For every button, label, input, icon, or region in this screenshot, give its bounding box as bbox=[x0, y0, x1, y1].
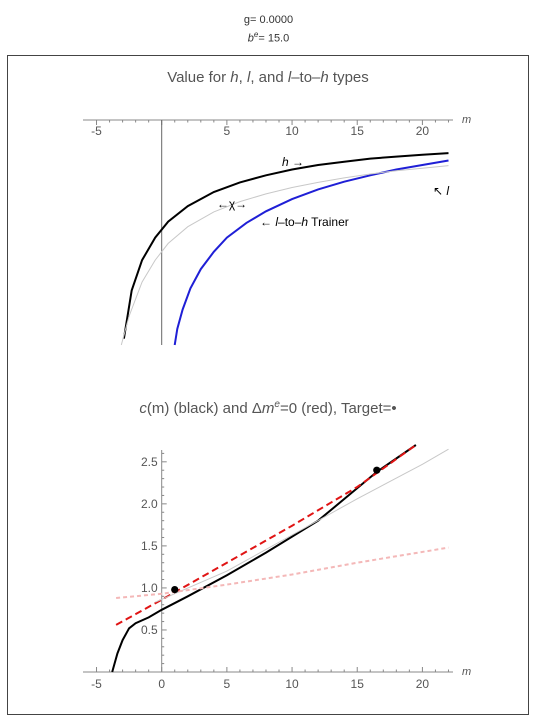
param-g: g= 0.0000 bbox=[243, 14, 294, 26]
param-be: be= 15.0 bbox=[247, 30, 290, 45]
chart2-y-tick-label: 1.0 bbox=[141, 581, 158, 595]
chart2-y-tick-label: 2.5 bbox=[141, 455, 158, 469]
chart1-annotation-chi: ←χ→ bbox=[217, 197, 247, 211]
chart2-title: c(m) (black) and Δme=0 (red), Target=• bbox=[139, 399, 396, 417]
chart2-y-tick-label: 0.5 bbox=[141, 623, 158, 637]
chart1-series-0-line bbox=[122, 152, 449, 339]
chart2-x-axis-label: m bbox=[462, 666, 471, 678]
chart2-x-tick-label: -5 bbox=[91, 677, 102, 691]
chart2-target-point-1 bbox=[373, 466, 381, 474]
chart1-annotation-h: h → bbox=[282, 155, 304, 169]
chart1-x-tick-label: -5 bbox=[91, 124, 102, 138]
chart1-annotation-trainer: ← l–to–h Trainer bbox=[260, 215, 349, 229]
chart2-x-tick-label: 20 bbox=[416, 677, 430, 691]
chart1-series-2-line bbox=[120, 165, 449, 346]
chart2-y-tick-label: 1.5 bbox=[141, 539, 158, 553]
chart2-series-1-line bbox=[115, 444, 417, 626]
chart2-series-2-line bbox=[155, 448, 449, 603]
chart2-x-tick-label: 15 bbox=[351, 677, 365, 691]
chart2-x-tick-label: 10 bbox=[285, 677, 299, 691]
chart2-y-tick-label: 2.0 bbox=[141, 497, 158, 511]
chart2-series-0-line bbox=[111, 444, 417, 673]
chart2-target-point-0 bbox=[171, 586, 179, 594]
figure-frame bbox=[7, 55, 529, 715]
chart1-series-1-line bbox=[173, 159, 449, 346]
chart1-title: Value for h, l, and l–to–h types bbox=[167, 69, 369, 86]
chart1-x-tick-label: 10 bbox=[285, 124, 299, 138]
chart1-x-tick-label: 5 bbox=[224, 124, 231, 138]
chart1-annotation-l: ↖ l bbox=[433, 184, 449, 198]
chart1-x-axis-label: m bbox=[462, 114, 471, 126]
chart1-x-tick-label: 15 bbox=[351, 124, 365, 138]
chart1-x-tick-label: 20 bbox=[416, 124, 430, 138]
chart2-x-tick-label: 5 bbox=[224, 677, 231, 691]
chart2-x-tick-label: 0 bbox=[158, 677, 165, 691]
chart2-series-3-line bbox=[116, 546, 449, 599]
